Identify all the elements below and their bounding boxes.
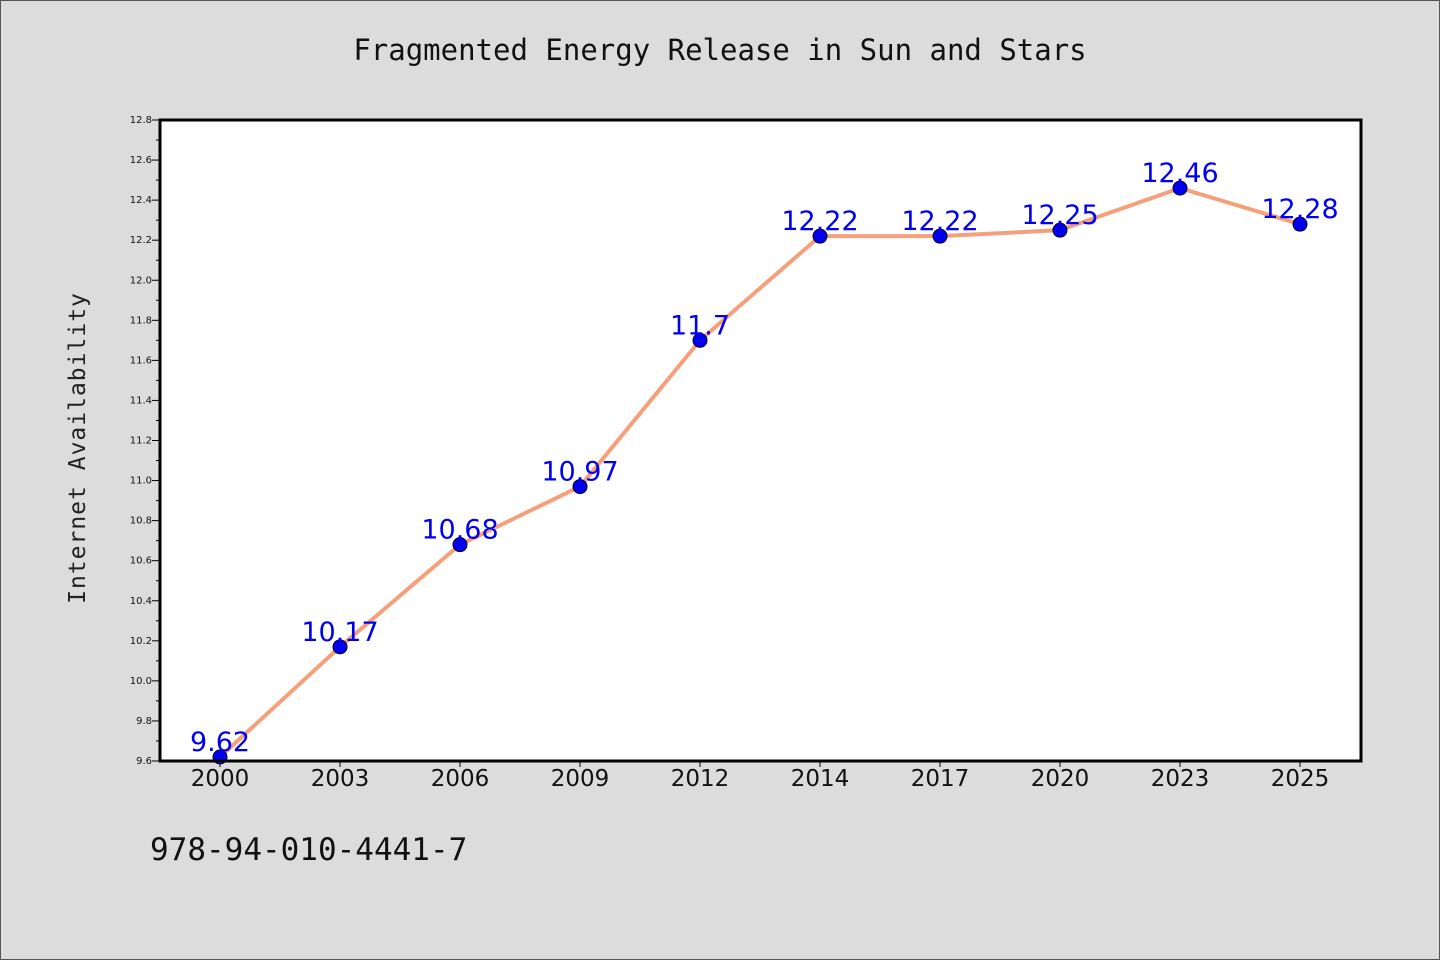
y-tick-label: 11.0 bbox=[130, 476, 152, 487]
y-tick-label: 9.8 bbox=[136, 716, 152, 727]
data-label: 12.28 bbox=[1261, 194, 1338, 225]
data-label: 12.22 bbox=[901, 206, 978, 237]
x-tick-label: 2020 bbox=[1031, 766, 1090, 792]
data-point bbox=[932, 228, 948, 244]
data-label: 10.68 bbox=[421, 515, 498, 546]
y-tick-label: 10.2 bbox=[130, 636, 152, 647]
y-tick-label: 10.0 bbox=[130, 676, 152, 687]
x-axis: 2000 2003 2006 2009 2012 2014 2017 2020 2023 2025 bbox=[191, 761, 1330, 792]
y-tick-label: 12.2 bbox=[130, 235, 152, 246]
y-tick-label: 12.0 bbox=[130, 275, 152, 286]
x-tick-label: 2014 bbox=[791, 766, 850, 792]
y-axis: 9.6 9.8 10.0 10.2 10.4 10.6 10.8 11.0 11.2 11.4 11… bbox=[130, 115, 160, 767]
data-point bbox=[1292, 216, 1308, 232]
data-label: 10.17 bbox=[301, 617, 378, 648]
y-tick-label: 12.8 bbox=[130, 115, 152, 126]
y-tick-label: 10.6 bbox=[130, 556, 152, 567]
x-tick-label: 2025 bbox=[1271, 766, 1330, 792]
chart-title: Fragmented Energy Release in Sun and Sta… bbox=[353, 33, 1087, 67]
data-label: 12.25 bbox=[1021, 200, 1098, 231]
data-label: 12.46 bbox=[1141, 158, 1218, 189]
footer-code: 978-94-010-4441-7 bbox=[150, 832, 468, 868]
x-tick-label: 2009 bbox=[551, 766, 610, 792]
x-tick-label: 2003 bbox=[311, 766, 370, 792]
data-point bbox=[572, 479, 588, 495]
data-point bbox=[812, 228, 828, 244]
y-tick-label: 11.8 bbox=[130, 315, 152, 326]
x-tick-label: 2012 bbox=[671, 766, 730, 792]
y-tick-label: 11.2 bbox=[130, 436, 152, 447]
data-point bbox=[692, 332, 708, 348]
data-point bbox=[332, 639, 348, 655]
x-tick-label: 2000 bbox=[191, 766, 250, 792]
data-labels: 9.62 10.17 10.68 10.97 11.7 12.22 12.22 12.25 12… bbox=[190, 158, 1339, 758]
y-tick-label: 10.4 bbox=[130, 596, 152, 607]
series-markers bbox=[212, 180, 1308, 765]
data-label: 9.62 bbox=[190, 727, 250, 758]
y-tick-label: 11.6 bbox=[130, 355, 152, 366]
y-tick-label: 12.6 bbox=[130, 155, 152, 166]
y-tick-label: 12.4 bbox=[130, 195, 152, 206]
plot-area bbox=[160, 120, 1361, 761]
data-point bbox=[1172, 180, 1188, 196]
data-label: 12.22 bbox=[781, 206, 858, 237]
y-tick-label: 9.6 bbox=[136, 756, 152, 767]
y-tick-label: 10.8 bbox=[130, 516, 152, 527]
x-tick-label: 2017 bbox=[911, 766, 970, 792]
series-line bbox=[218, 186, 1301, 759]
plot-border bbox=[158, 118, 1363, 763]
data-point bbox=[452, 537, 468, 553]
x-tick-label: 2006 bbox=[431, 766, 490, 792]
data-label: 10.97 bbox=[541, 457, 618, 488]
x-tick-label: 2023 bbox=[1151, 766, 1210, 792]
y-tick-label: 11.4 bbox=[130, 395, 152, 406]
data-label: 11.7 bbox=[670, 310, 730, 341]
data-point bbox=[1052, 222, 1068, 238]
